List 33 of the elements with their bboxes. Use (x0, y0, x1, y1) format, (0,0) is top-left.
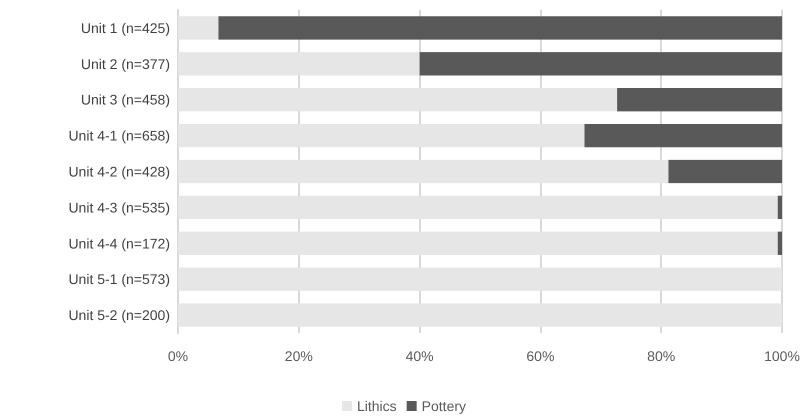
bar (420, 52, 782, 76)
bar (668, 160, 782, 184)
bar (178, 196, 778, 220)
bar (178, 52, 420, 76)
bar (178, 268, 782, 291)
bar (584, 124, 782, 148)
y-tick-label: Unit 5-1 (n=573) (68, 271, 170, 288)
bar (617, 88, 782, 112)
bar (178, 88, 618, 112)
x-tick-label: 60% (526, 348, 554, 364)
x-tick-label: 40% (406, 348, 434, 364)
y-tick-label: Unit 1 (n=425) (80, 20, 170, 36)
bar (778, 232, 782, 255)
x-tick-label: 0% (168, 348, 188, 364)
x-tick-label: 80% (647, 348, 676, 364)
bar (178, 16, 218, 40)
x-tick-label: 100% (764, 348, 800, 364)
y-tick-label: Unit 4-2 (n=428) (68, 164, 170, 180)
bar (178, 232, 778, 255)
bar (178, 303, 782, 327)
legend-label: Pottery (422, 398, 466, 414)
y-tick-label: Unit 4-3 (n=535) (68, 199, 170, 216)
y-tick-label: Unit 2 (n=377) (80, 56, 170, 72)
bar (178, 124, 584, 148)
y-tick-label: Unit 4-1 (n=658) (68, 128, 170, 144)
x-tick-label: 20% (284, 348, 313, 364)
y-tick-label: Unit 5-2 (n=200) (68, 307, 170, 324)
bar (218, 16, 782, 40)
bar (778, 196, 782, 220)
y-tick-label: Unit 4-4 (n=172) (68, 235, 170, 252)
y-tick-label: Unit 3 (n=458) (80, 92, 170, 108)
legend-label: Lithics (356, 398, 397, 414)
bar (178, 160, 668, 184)
